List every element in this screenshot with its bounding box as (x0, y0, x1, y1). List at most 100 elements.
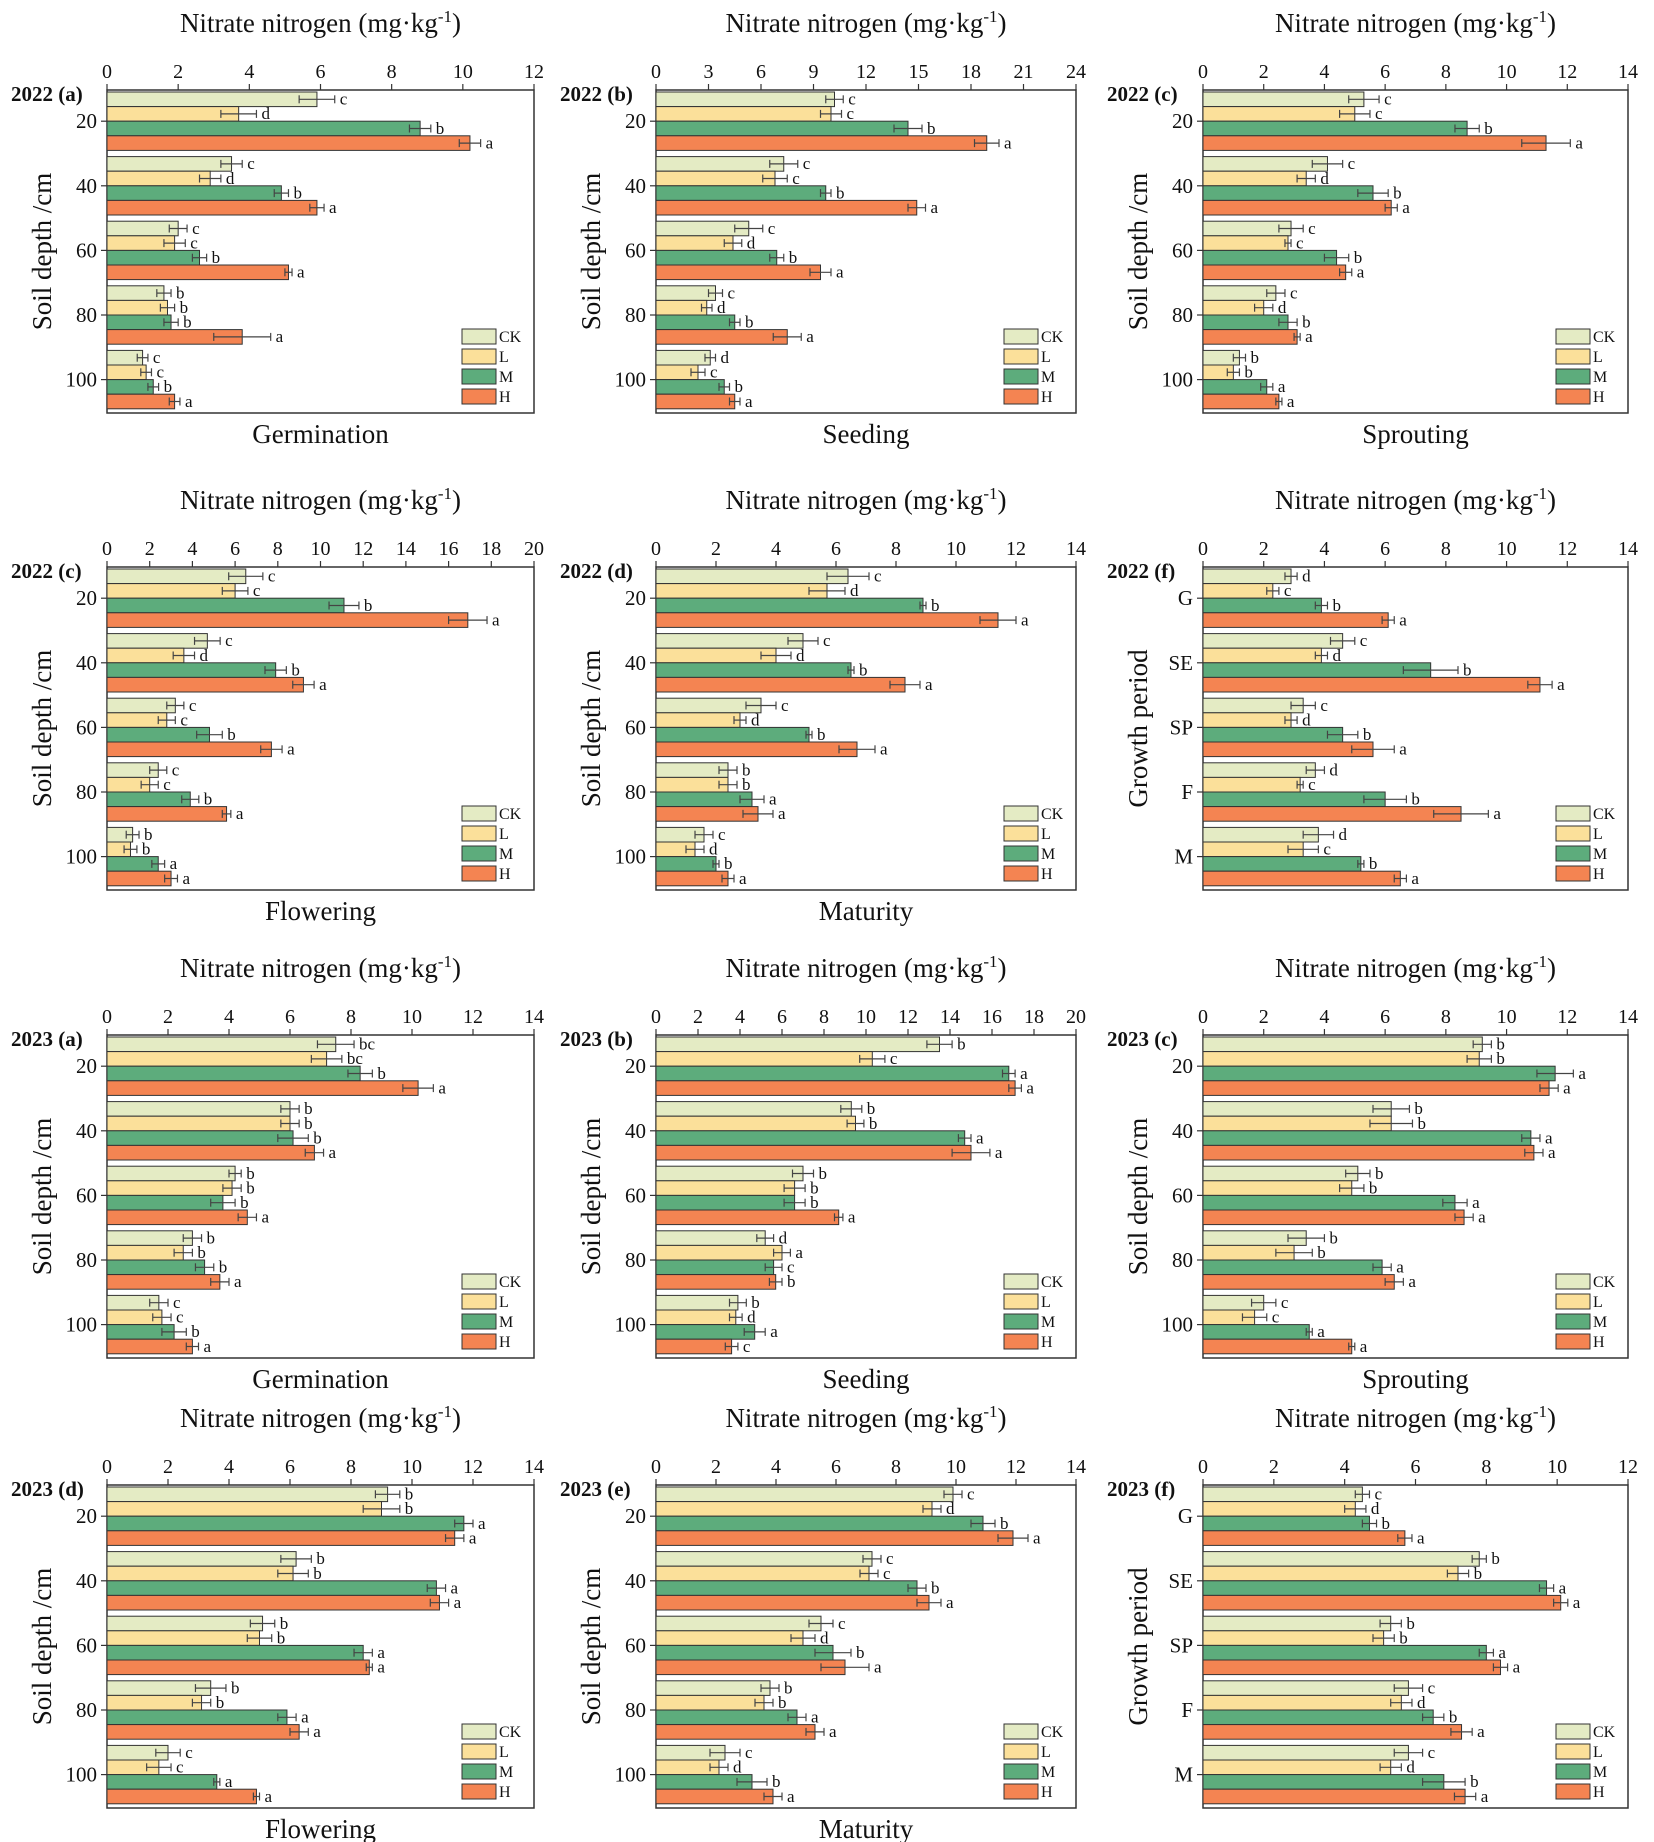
significance-letter: d (717, 298, 726, 317)
x-tick-label: 14 (1618, 61, 1638, 83)
bar-L (106, 1051, 328, 1067)
legend-label: H (1041, 866, 1053, 883)
y-tick-label: 60 (76, 715, 97, 739)
category-group-20: 20 cc b a (76, 567, 500, 630)
x-tick-label: 10 (1497, 1006, 1517, 1028)
category-group-20: 20 c d b a (76, 90, 494, 153)
significance-letter: c (1272, 1308, 1280, 1327)
significance-letter: b (212, 248, 221, 267)
x-tick-label: 0 (1198, 538, 1208, 560)
significance-letter: a (225, 1772, 233, 1791)
significance-letter: b (789, 248, 798, 267)
legend-label: CK (1041, 1274, 1064, 1291)
bar-H (655, 1338, 733, 1355)
y-tick-label: M (1174, 1763, 1193, 1787)
legend-swatch-H (461, 388, 497, 405)
bar-H (106, 1338, 193, 1355)
significance-letter: b (142, 840, 151, 859)
panel-label: 2023 (e) (560, 1477, 631, 1501)
significance-letter: c (890, 1049, 898, 1068)
y-tick-label: 100 (66, 1763, 98, 1787)
x-tick-label: 10 (1547, 1456, 1567, 1478)
bar-CK (655, 1486, 954, 1503)
x-tick-label: 18 (961, 61, 981, 83)
legend-swatch-H (1003, 865, 1039, 882)
bar-H (1202, 741, 1374, 758)
bar-H (655, 1530, 1014, 1546)
panel-label: 2023 (b) (560, 1027, 633, 1051)
bar-H (106, 1144, 315, 1161)
significance-letter: b (293, 183, 302, 202)
x-tick-label: 10 (453, 61, 473, 83)
bar-CK (1202, 697, 1304, 714)
legend-label: L (1593, 826, 1603, 843)
x-tick-label: 14 (524, 1006, 544, 1028)
x-tick-label: 10 (402, 1456, 422, 1478)
x-tick-label: 2 (711, 538, 721, 560)
x-tick-label: 4 (735, 1006, 745, 1028)
legend-swatch-H (1003, 1333, 1039, 1350)
x-tick-label: 2 (163, 1456, 173, 1478)
significance-letter: b (1411, 790, 1420, 809)
x-tick-label: 2 (173, 61, 183, 83)
x-tick-label: 4 (1319, 1006, 1329, 1028)
legend-swatch-L (461, 348, 497, 365)
x-tick-label: 8 (1441, 538, 1451, 560)
chart-title: Nitrate nitrogen (mg·kg-1) (180, 7, 461, 38)
bar-H (655, 1209, 840, 1226)
bar-M (655, 379, 725, 395)
significance-letter: c (340, 90, 348, 109)
legend: CK LMH (1003, 1273, 1064, 1351)
bar-CK (655, 1101, 852, 1117)
legend-swatch-L (1003, 1743, 1039, 1760)
significance-letter: b (856, 1643, 865, 1662)
bar-CK (106, 285, 165, 301)
y-tick-label: 100 (615, 1313, 647, 1337)
legend: CK LMH (1555, 805, 1616, 883)
y-axis-label: Soil depth /cm (27, 173, 57, 331)
significance-letter: c (1284, 581, 1292, 600)
bar-CK (1202, 1101, 1392, 1117)
y-tick-label: 40 (1172, 174, 1193, 198)
significance-letter: c (743, 1337, 751, 1356)
bar-CK (655, 568, 849, 585)
significance-letter: c (190, 233, 198, 252)
legend-label: M (1041, 369, 1055, 386)
significance-letter: c (1384, 90, 1392, 109)
bar-H (1202, 393, 1280, 410)
significance-letter: b (1363, 725, 1372, 744)
significance-letter: b (216, 1693, 225, 1712)
bar-CK (1202, 1744, 1409, 1761)
bar-M (1202, 791, 1386, 808)
significance-letter: a (1360, 1337, 1368, 1356)
significance-letter: d (747, 233, 756, 252)
x-tick-label: 4 (1319, 61, 1329, 83)
bar-CK (1202, 1165, 1359, 1182)
bar-CK (1202, 156, 1328, 172)
significance-letter: c (787, 1258, 795, 1277)
category-group-40: 40 bb aa (1172, 1099, 1556, 1162)
x-tick-label: 14 (1618, 538, 1638, 560)
significance-letter: a (1563, 1078, 1571, 1097)
panel-2022b: Nitrate nitrogen (mg·kg-1) 0 3 6 9 12 15 18 21 24… (560, 7, 1086, 449)
bar-H (655, 1659, 846, 1676)
bar-M (1202, 249, 1338, 266)
significance-letter: b (745, 313, 754, 332)
bar-M (655, 1515, 984, 1532)
x-tick-label: 2 (1259, 61, 1269, 83)
significance-letter: c (1308, 775, 1316, 794)
significance-letter: a (1399, 610, 1407, 629)
bar-M (655, 856, 717, 872)
bar-L (106, 1501, 382, 1517)
y-tick-label: 60 (1172, 238, 1193, 262)
x-tick-label: 0 (1198, 1456, 1208, 1478)
bar-CK (106, 1165, 236, 1182)
bar-L (655, 235, 734, 251)
x-tick-label: 12 (1557, 61, 1577, 83)
bar-M (106, 791, 191, 808)
significance-letter: b (869, 1114, 878, 1133)
bar-H (1202, 612, 1389, 628)
